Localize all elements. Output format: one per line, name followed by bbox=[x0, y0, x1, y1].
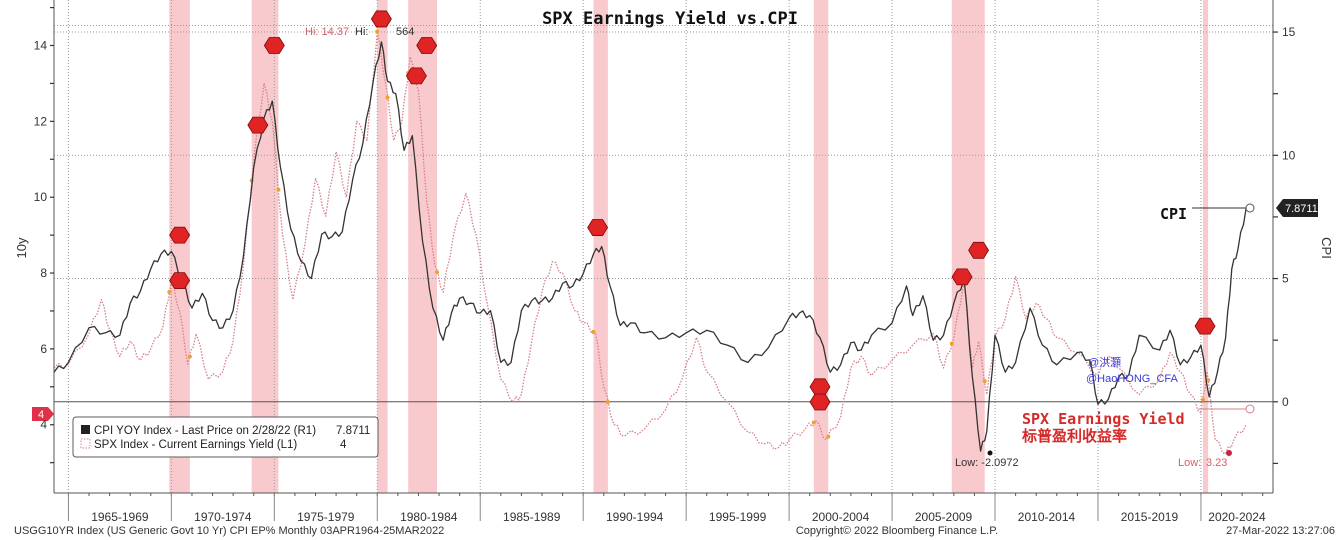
left-tick-label: 8 bbox=[40, 266, 47, 280]
recession-edge-dot bbox=[276, 187, 281, 192]
footer-timestamp: 27-Mar-2022 13:27:06 bbox=[1226, 525, 1335, 537]
recession-edge-dot bbox=[385, 95, 390, 100]
right-tick-label: 0 bbox=[1282, 395, 1289, 409]
cpi-high-label-right: 564 bbox=[396, 26, 414, 38]
left-tick-label: 6 bbox=[40, 342, 47, 356]
recession-marker-icon bbox=[951, 268, 973, 286]
axes bbox=[50, 0, 1278, 521]
right-axis-title: CPI bbox=[1319, 237, 1334, 259]
cpi-series-label: CPI bbox=[1160, 205, 1187, 223]
recession-markers bbox=[169, 10, 1216, 411]
x-period-label: 2005-2009 bbox=[915, 510, 973, 524]
recession-edge-dot bbox=[982, 379, 987, 384]
recession-edge-dot bbox=[434, 270, 439, 275]
left-axis-title: 10y bbox=[14, 237, 29, 258]
left-tick-label: 12 bbox=[34, 114, 48, 128]
x-period-label: 2015-2019 bbox=[1121, 510, 1179, 524]
spx-series-label: SPX Earnings Yield bbox=[1022, 410, 1185, 428]
cpi-last-value-tag: 7.8711 bbox=[1276, 199, 1318, 217]
x-period-label: 2000-2004 bbox=[812, 510, 870, 524]
x-period-label: 1995-1999 bbox=[709, 510, 767, 524]
left-tick-labels: 4 6 8 10 12 14 bbox=[34, 39, 48, 432]
ey-last-point bbox=[1245, 404, 1255, 414]
recession-band bbox=[1202, 0, 1209, 493]
cpi-yoy-line bbox=[53, 41, 1247, 452]
chart-title: SPX Earnings Yield vs.CPI bbox=[542, 9, 798, 29]
recession-edge-dot bbox=[1200, 397, 1205, 402]
recession-marker-icon bbox=[405, 67, 427, 85]
recession-marker-icon bbox=[247, 116, 269, 134]
recession-band bbox=[593, 0, 608, 493]
recession-edge-dot bbox=[826, 434, 831, 439]
recession-marker-icon bbox=[169, 272, 191, 290]
cpi-last-value: 7.8711 bbox=[1285, 203, 1318, 215]
recession-edge-dot bbox=[1206, 378, 1211, 383]
recession-band bbox=[813, 0, 829, 493]
recession-edge-dot bbox=[591, 329, 596, 334]
ey-last-value: 4 bbox=[38, 409, 44, 421]
x-period-label: 1975-1979 bbox=[297, 510, 355, 524]
right-tick-label: 15 bbox=[1282, 25, 1296, 39]
recession-edge-dot bbox=[187, 354, 192, 359]
spx-series-label-cn: 标普盈利收益率 bbox=[1021, 427, 1127, 445]
legend-swatch-cpi bbox=[81, 425, 90, 434]
right-tick-label: 10 bbox=[1282, 148, 1296, 162]
recession-band bbox=[377, 0, 388, 493]
legend-swatch-ey bbox=[80, 438, 91, 449]
recession-marker-icon bbox=[587, 219, 609, 236]
x-period-label: 1965-1969 bbox=[91, 510, 149, 524]
recession-marker-icon bbox=[1194, 317, 1216, 335]
ey-last-value-tag: 4 bbox=[32, 407, 54, 421]
legend-label-ey: SPX Index - Current Earnings Yield (L1) bbox=[94, 439, 297, 451]
legend-value-ey: 4 bbox=[340, 439, 347, 451]
ey-high-label: Hi: 14.37 bbox=[305, 26, 349, 38]
cpi-low-point bbox=[987, 450, 993, 456]
recession-marker-icon bbox=[169, 226, 191, 244]
spx-earnings-yield-series bbox=[53, 29, 1247, 455]
recession-edge-dot bbox=[605, 399, 610, 404]
x-period-label: 1985-1989 bbox=[503, 510, 561, 524]
watermark-line-1: @洪灝 bbox=[1088, 355, 1121, 369]
recession-edge-dot bbox=[375, 29, 380, 34]
cpi-high-label-left: Hi: bbox=[355, 26, 368, 38]
recession-edge-dot bbox=[949, 341, 954, 346]
x-period-label: 1990-1994 bbox=[606, 510, 664, 524]
cpi-yoy-series bbox=[53, 41, 1247, 452]
left-tick-label: 10 bbox=[34, 190, 48, 204]
recession-marker-icon bbox=[416, 37, 438, 54]
footer-copyright: Copyright© 2022 Bloomberg Finance L.P. bbox=[796, 525, 998, 537]
recession-marker-icon bbox=[968, 241, 990, 259]
x-period-label: 2020-2024 bbox=[1208, 510, 1266, 524]
recession-marker-icon bbox=[809, 393, 831, 411]
recession-edge-dot bbox=[167, 290, 172, 295]
footer-source: USGG10YR Index (US Generic Govt 10 Yr) C… bbox=[14, 525, 444, 537]
left-tick-label: 4 bbox=[40, 418, 47, 432]
x-period-labels: 1965-1969 1970-1974 1975-1979 1980-1984 1985… bbox=[91, 510, 1266, 524]
gridlines bbox=[54, 0, 1273, 493]
recession-marker-icon bbox=[370, 10, 392, 28]
x-period-label: 1970-1974 bbox=[194, 510, 252, 524]
x-period-label: 1980-1984 bbox=[400, 510, 458, 524]
legend: CPI YOY Index - Last Price on 2/28/22 (R… bbox=[72, 416, 379, 458]
left-tick-label: 14 bbox=[34, 39, 48, 53]
cpi-last-point bbox=[1245, 203, 1255, 213]
x-period-label: 2010-2014 bbox=[1018, 510, 1076, 524]
right-tick-labels: 0 5 10 15 bbox=[1282, 25, 1296, 409]
watermark-line-2: @HaoHONG_CFA bbox=[1086, 373, 1179, 385]
ey-low-point bbox=[1226, 450, 1232, 456]
spx-earnings-yield-line bbox=[53, 30, 1247, 455]
cpi-low-label: Low: -2.0972 bbox=[955, 457, 1019, 469]
legend-value-cpi: 7.8711 bbox=[336, 425, 370, 437]
ey-low-label-prefix: Low: bbox=[1178, 457, 1201, 469]
legend-label-cpi: CPI YOY Index - Last Price on 2/28/22 (R… bbox=[94, 425, 316, 437]
recession-edge-dot bbox=[811, 420, 816, 425]
recession-band bbox=[169, 0, 190, 493]
ey-low-label-value: 3.23 bbox=[1206, 457, 1227, 469]
right-tick-label: 5 bbox=[1282, 272, 1289, 286]
recession-marker-icon bbox=[263, 37, 285, 54]
